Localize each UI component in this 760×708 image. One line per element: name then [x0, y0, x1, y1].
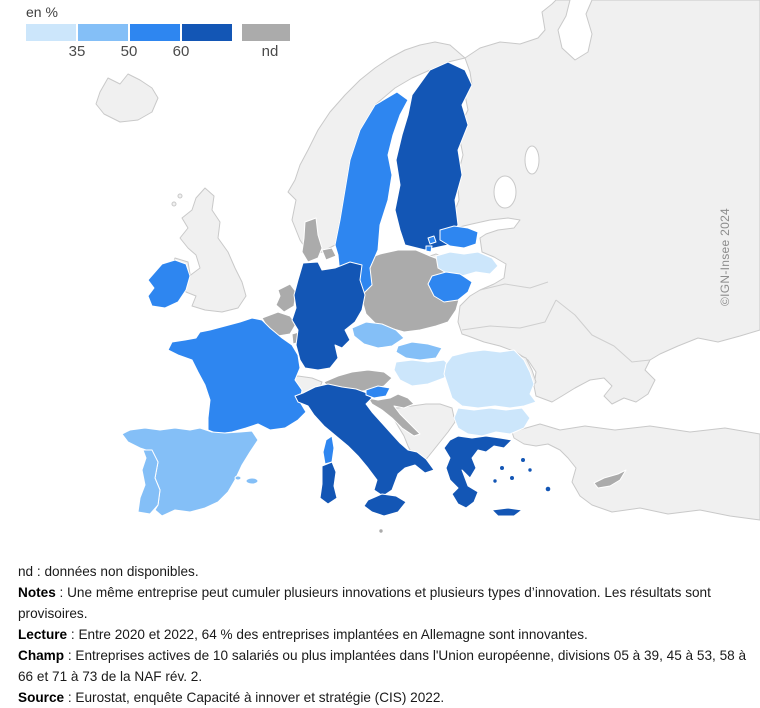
country-germany	[291, 261, 366, 371]
country-portugal	[137, 449, 161, 515]
notes-block: nd : données non disponibles. Notes : Un…	[18, 561, 748, 708]
legend-title: en %	[26, 4, 58, 20]
island-hebrides-2	[171, 201, 177, 207]
country-croatia	[367, 393, 421, 437]
country-romania	[443, 349, 537, 409]
country-spain	[121, 427, 259, 517]
border-belarus-ukraine	[461, 281, 651, 363]
country-czechia	[351, 321, 405, 349]
legend-tick-35: 35	[68, 43, 86, 60]
aegean-islands	[493, 458, 551, 492]
island-sardinia	[319, 461, 338, 505]
europe-choropleth-map	[95, 0, 760, 534]
note-nd: nd : données non disponibles.	[18, 564, 199, 579]
legend-swatch-50-60	[130, 24, 180, 41]
lake-onega	[524, 145, 540, 175]
map-copyright: ©IGN-Insee 2024	[718, 207, 732, 307]
country-netherlands	[275, 283, 297, 313]
estonia-islands	[425, 235, 437, 253]
legend-tick-50: 50	[120, 43, 138, 60]
legend-swatch-lt35	[26, 24, 76, 41]
country-lithuania	[427, 271, 473, 303]
country-russia-belarus-ukraine	[451, 0, 760, 405]
legend: en % 35 50 60 nd	[26, 4, 306, 61]
note-champ: Champ : Entreprises actives de 10 salari…	[18, 648, 747, 684]
note-lecture: Lecture : Entre 2020 et 2022, 64 % des e…	[18, 627, 588, 642]
island-crete	[491, 507, 523, 517]
note-notes: Notes : Une même entreprise peut cumuler…	[18, 585, 711, 621]
note-source: Source : Eurostat, enquête Capacité à in…	[18, 690, 445, 705]
country-slovakia	[395, 341, 443, 361]
island-sicily	[363, 493, 407, 517]
country-bulgaria	[453, 407, 531, 437]
islands-balearics	[245, 477, 259, 485]
legend-swatch-nd	[242, 24, 290, 41]
lake-ladoga	[493, 175, 517, 209]
country-slovenia	[365, 385, 391, 399]
country-ireland	[147, 259, 191, 309]
islands-balearics-2	[234, 475, 242, 481]
country-iceland	[95, 73, 159, 123]
country-france	[167, 317, 307, 435]
map-canvas	[95, 0, 760, 534]
legend-tick-60: 60	[172, 43, 190, 60]
island-hebrides	[177, 193, 183, 199]
country-greece	[443, 435, 513, 509]
country-denmark	[301, 217, 323, 263]
country-cyprus	[593, 469, 627, 489]
country-united-kingdom	[179, 187, 247, 313]
country-estonia	[439, 225, 479, 249]
country-hungary	[393, 359, 453, 387]
legend-ticks: 35 50 60 nd	[26, 41, 306, 61]
legend-swatch-35-50	[78, 24, 128, 41]
country-finland	[394, 61, 473, 251]
country-malta	[378, 528, 384, 534]
country-sweden	[334, 91, 409, 296]
legend-swatches	[26, 24, 306, 41]
country-turkey	[511, 423, 760, 521]
legend-tick-nd: nd	[261, 43, 279, 60]
legend-swatch-gt60	[182, 24, 232, 41]
